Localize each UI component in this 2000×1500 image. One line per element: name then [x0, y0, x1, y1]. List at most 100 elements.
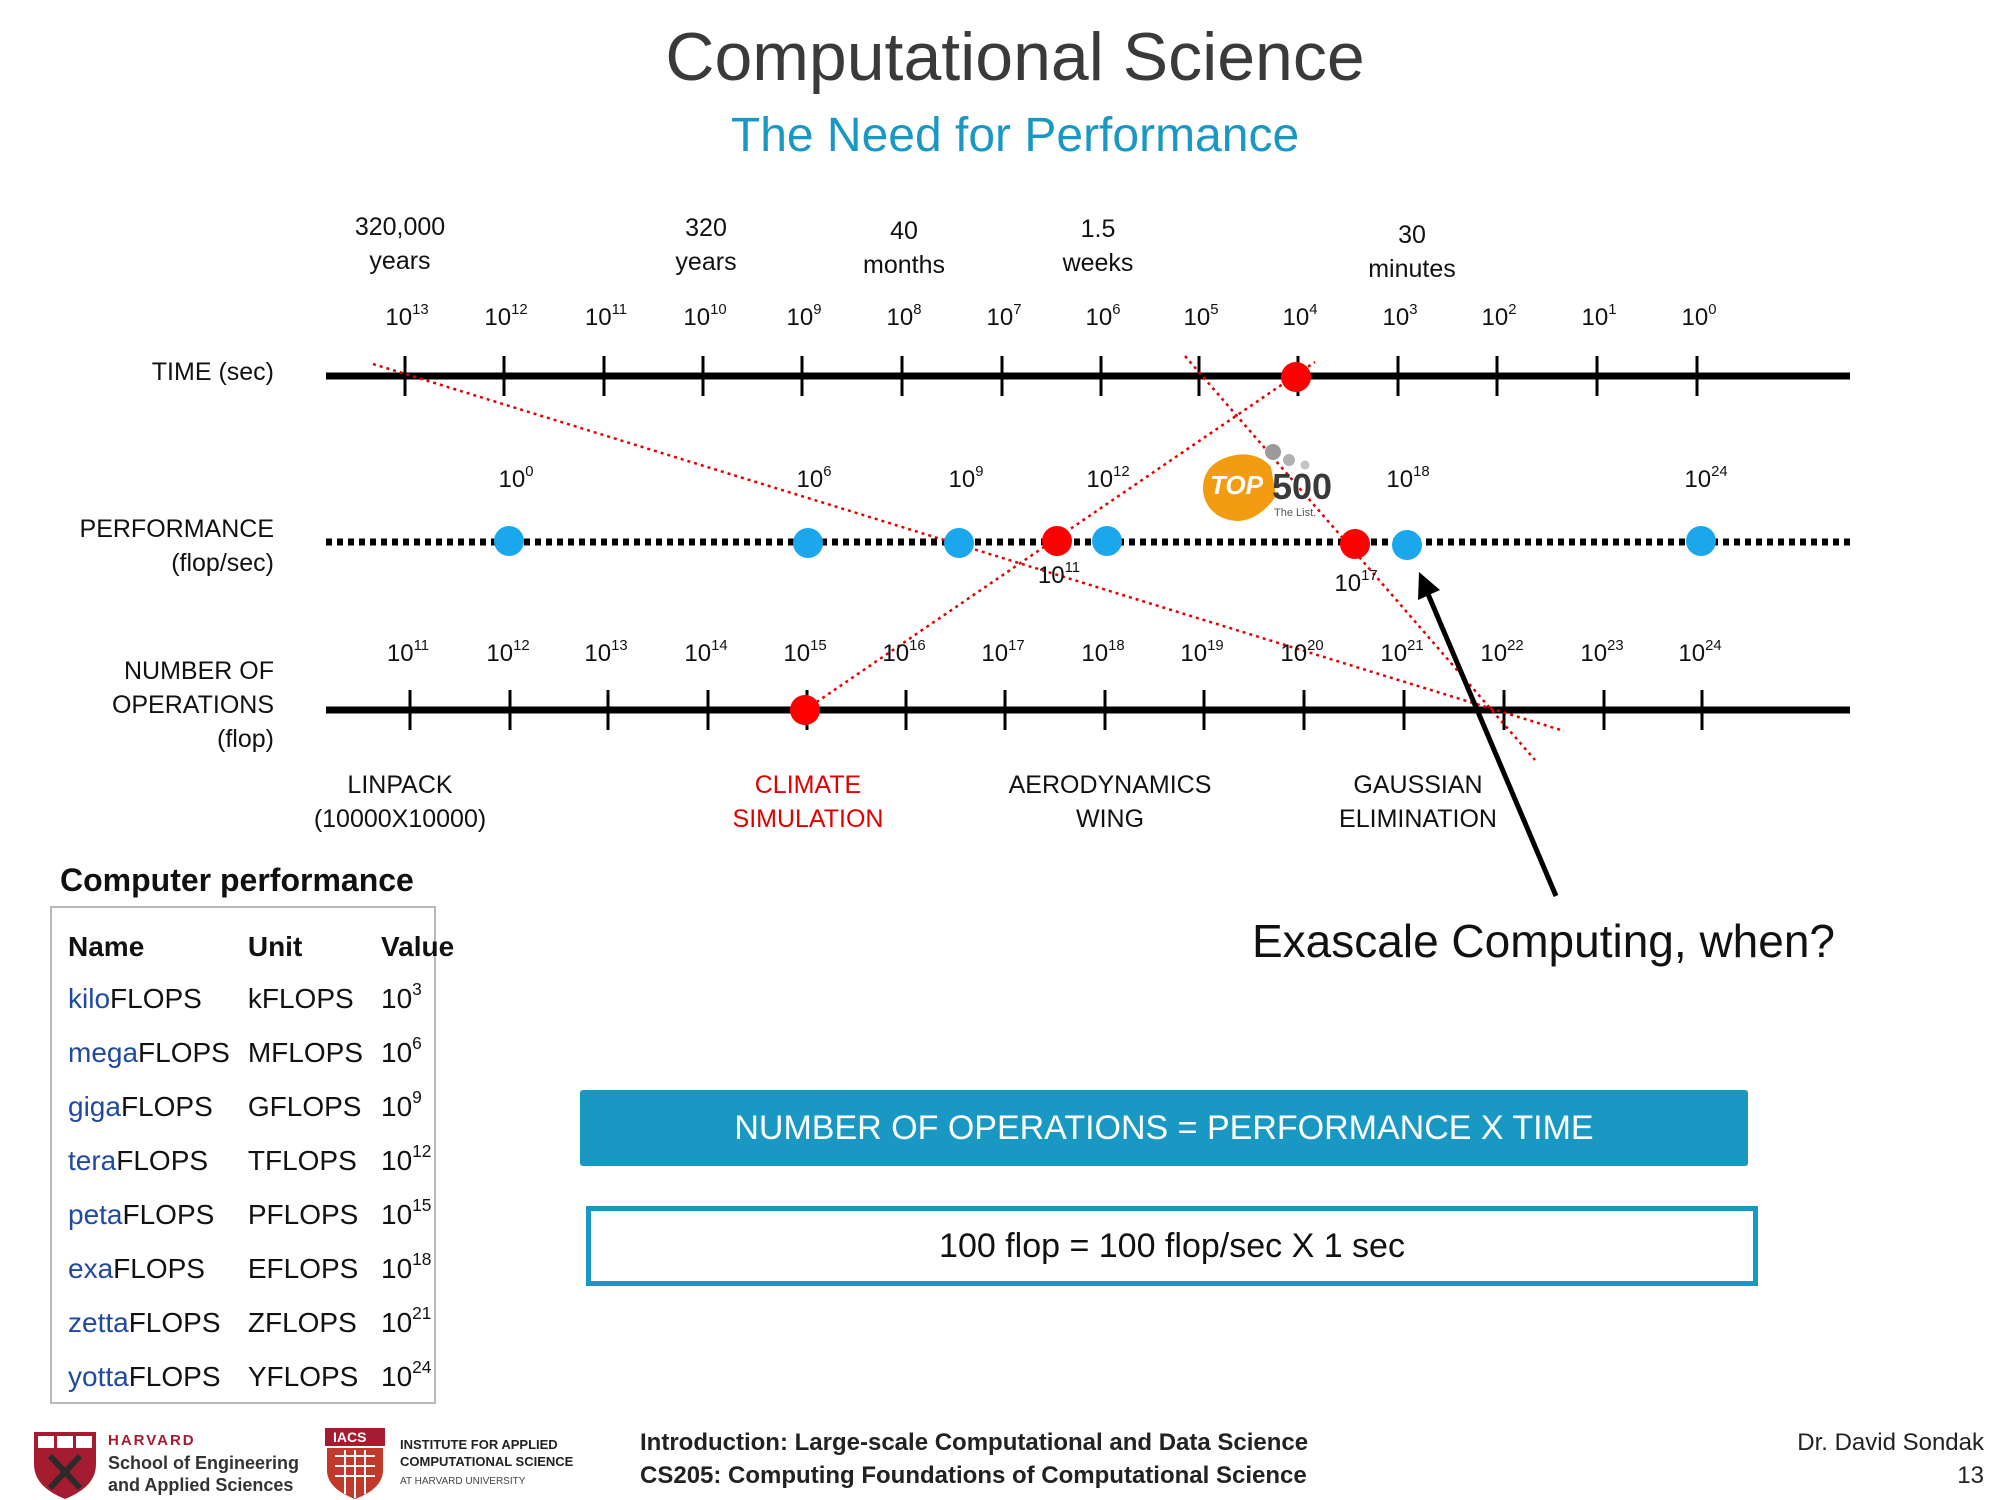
operations-tick-label: 1016: [882, 638, 925, 668]
operations-tick-label: 1024: [1678, 638, 1721, 668]
power-exponent: 11: [611, 301, 628, 318]
operations-tick-label: 1021: [1380, 637, 1424, 668]
page-number: 13: [1957, 1462, 1984, 1489]
computer-performance-rows: kiloFLOPS kFLOPS 103 megaFLOPS MFLOPS 106 giga…: [66, 972, 470, 1404]
cell-unit: MFLOPS: [247, 1037, 363, 1068]
power-exponent: 21: [412, 1302, 432, 1323]
time-tick-label: 1010: [683, 301, 727, 332]
blue-dot-1e0: [494, 526, 524, 556]
problem-detail: (10000X10000): [313, 805, 487, 833]
slide-subtitle: The Need for Performance: [730, 109, 1300, 162]
power-exponent: 10: [710, 301, 727, 318]
power-base: 10: [1085, 304, 1113, 331]
operations-axis-label-line2: OPERATIONS: [111, 691, 274, 719]
unit-prefix-link[interactable]: giga: [68, 1091, 121, 1122]
cell-unit: YFLOPS: [247, 1361, 359, 1392]
red-dot-perf-1e11: [1042, 526, 1072, 556]
top500-logo-tagline: The List.: [1274, 507, 1317, 519]
power-exponent: 20: [1307, 637, 1324, 654]
power-exponent: 19: [1207, 637, 1224, 654]
power-base: 10: [381, 1253, 413, 1284]
operations-tick-label: 1017: [981, 638, 1024, 668]
column-header-name: Name: [68, 931, 145, 962]
cell-value: 1021: [379, 1296, 470, 1350]
cell-value: 109: [379, 1080, 470, 1134]
time-tick-label: 109: [786, 301, 822, 332]
power-exponent: 18: [412, 1248, 432, 1269]
power-exponent: 21: [1407, 637, 1424, 654]
power-base: 10: [786, 304, 814, 331]
problem-gaussian-elimination: GAUSSIAN ELIMINATION: [1339, 768, 1497, 836]
power-base: 10: [886, 304, 914, 331]
unit-prefix-link[interactable]: kilo: [68, 983, 111, 1014]
time-tick-label: 1012: [484, 302, 527, 332]
time-axis-label: TIME (sec): [151, 358, 274, 386]
cell-value: 1012: [379, 1134, 470, 1188]
power-base: 10: [1086, 466, 1114, 493]
power-base: 10: [1282, 304, 1310, 331]
unit-suffix: FLOPS: [128, 1307, 221, 1338]
operations-tick-label: 1020: [1280, 637, 1324, 668]
cell-unit: TFLOPS: [247, 1145, 357, 1176]
harvard-seas-wordmark: HARVARD School of Engineering and Applie…: [108, 1430, 299, 1496]
time-label-value: 320,000: [354, 213, 446, 241]
power-exponent: 11: [413, 637, 430, 654]
red-dot-time-1e4: [1281, 362, 1311, 392]
power-exponent: 3: [412, 978, 422, 999]
time-tick-label: 100: [1682, 302, 1717, 332]
power-base: 10: [1382, 304, 1410, 331]
time-label-unit: months: [863, 251, 945, 279]
cell-value: 1024: [379, 1350, 470, 1404]
unit-prefix-link[interactable]: zetta: [68, 1307, 129, 1338]
power-exponent: 18: [1108, 637, 1125, 654]
power-base: 10: [1480, 640, 1508, 667]
power-exponent: 9: [412, 1086, 422, 1107]
harvard-line2: and Applied Sciences: [108, 1475, 294, 1495]
unit-suffix: FLOPS: [110, 983, 202, 1014]
power-exponent: 9: [813, 301, 822, 318]
iacs-wordmark: INSTITUTE FOR APPLIED COMPUTATIONAL SCIE…: [400, 1436, 573, 1490]
logo-dot: [1300, 460, 1310, 470]
logo-dot: [1283, 454, 1295, 466]
time-label-1-5-weeks: 1.5 weeks: [1063, 212, 1134, 280]
time-tick-label: 1011: [584, 301, 628, 332]
power-base: 10: [584, 304, 612, 331]
table-header-row: Name Unit Value: [66, 922, 470, 972]
equation-example-text: 100 flop = 100 flop/sec X 1 sec: [939, 1226, 1405, 1265]
blue-dot-1e18: [1392, 530, 1422, 560]
unit-suffix: FLOPS: [128, 1361, 221, 1392]
unit-prefix-link[interactable]: yotta: [68, 1361, 129, 1392]
operations-tick-label: 1018: [1081, 637, 1125, 668]
cell-name: petaFLOPS: [66, 1188, 246, 1242]
performance-tick-label: 1024: [1684, 464, 1727, 494]
cell-value: 1018: [379, 1242, 470, 1296]
time-label-unit: minutes: [1368, 255, 1456, 283]
cell-unit: kFLOPS: [247, 983, 354, 1014]
logo-flame: [1203, 454, 1276, 521]
power-exponent: 3: [1409, 301, 1418, 318]
power-base: 10: [1037, 562, 1065, 589]
power-exponent: 12: [513, 637, 530, 654]
time-label-unit: weeks: [1062, 249, 1134, 277]
power-exponent: 23: [1607, 637, 1624, 654]
cell-name: yottaFLOPS: [66, 1350, 246, 1404]
cell-name: exaFLOPS: [66, 1242, 246, 1296]
power-base: 10: [484, 304, 512, 331]
power-exponent: 13: [412, 301, 429, 318]
time-label-30-minutes: 30 minutes: [1368, 218, 1456, 286]
power-base: 10: [1580, 640, 1608, 667]
column-header-value: Value: [381, 931, 455, 962]
time-tick-label: 103: [1382, 301, 1418, 332]
unit-prefix-link[interactable]: exa: [68, 1253, 114, 1284]
harvard-shield-icon: [34, 1432, 96, 1499]
table-row: petaFLOPS PFLOPS 1015: [66, 1188, 470, 1242]
unit-prefix-link[interactable]: mega: [68, 1037, 139, 1068]
unit-prefix-link[interactable]: peta: [68, 1199, 123, 1230]
table-row: exaFLOPS EFLOPS 1018: [66, 1242, 470, 1296]
power-exponent: 15: [810, 637, 827, 654]
problem-aerodynamics-wing: AERODYNAMICS WING: [1009, 768, 1212, 836]
time-tick-label: 102: [1482, 302, 1517, 332]
unit-prefix-link[interactable]: tera: [68, 1145, 117, 1176]
power-base: 10: [381, 1091, 413, 1122]
cell-unit: ZFLOPS: [247, 1307, 357, 1338]
